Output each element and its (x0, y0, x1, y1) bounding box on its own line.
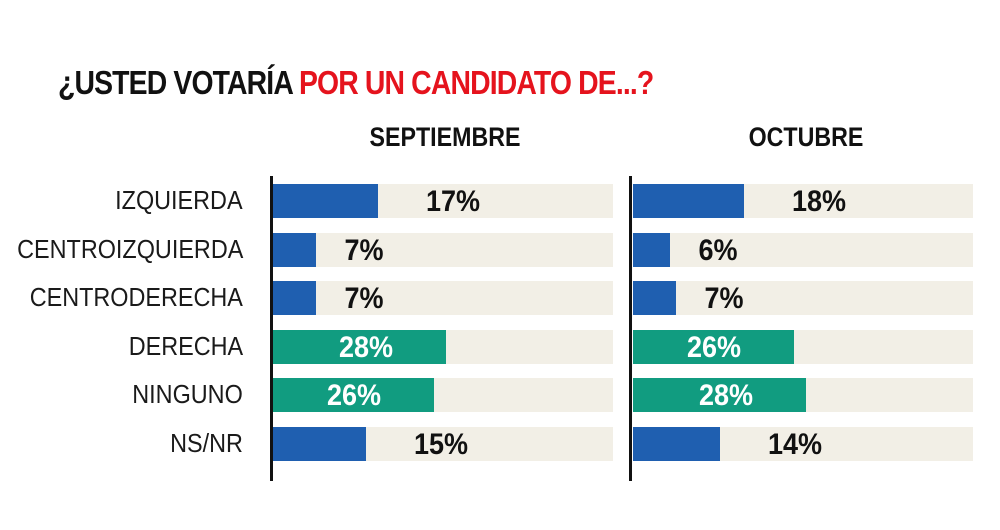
axis-line (270, 176, 273, 481)
series-title-octubre: OCTUBRE (748, 122, 864, 152)
data-label: 6% (698, 233, 738, 267)
bar-track: 7% (273, 281, 613, 315)
series-title-septiembre: SEPTIEMBRE (369, 122, 521, 152)
bar (273, 232, 317, 267)
data-label: 7% (344, 282, 384, 315)
data-label: 17% (426, 185, 481, 218)
data-label: 18% (792, 185, 847, 218)
category-label: NINGUNO (132, 379, 243, 409)
data-label: 28% (339, 330, 394, 364)
category-label: DERECHA (128, 330, 243, 361)
bar-track: 28% (633, 378, 973, 412)
bar-track: 28% (273, 329, 613, 364)
bar (273, 329, 447, 364)
data-label: 26% (326, 379, 381, 412)
axis-line (629, 176, 632, 481)
bar (633, 184, 745, 218)
bar-track: 14% (633, 426, 973, 461)
chart-title-part1: ¿USTED VOTARÍA (58, 64, 299, 101)
bar-track: 18% (633, 184, 973, 218)
bar-track: 7% (633, 281, 973, 315)
data-label: 15% (413, 427, 468, 461)
bar (273, 378, 434, 412)
data-label: 14% (767, 427, 822, 461)
bar-track: 6% (633, 232, 973, 267)
bar-track: 17% (273, 184, 613, 218)
bar (273, 184, 379, 218)
data-label: 7% (344, 233, 384, 267)
bar (633, 426, 720, 461)
bar (633, 232, 671, 267)
bar (633, 378, 807, 412)
data-label: 26% (686, 330, 741, 364)
bar (273, 281, 317, 315)
category-label: NS/NR (170, 427, 243, 458)
bar-track: 26% (633, 329, 973, 364)
data-label: 7% (704, 282, 744, 315)
bar-track: 26% (273, 378, 613, 412)
bar (633, 281, 677, 315)
chart-title: ¿USTED VOTARÍA POR UN CANDIDATO DE...? (58, 64, 654, 102)
bar-track: 15% (273, 426, 613, 461)
bar (273, 426, 366, 461)
category-label: CENTROIZQUIERDA (16, 233, 243, 264)
category-label: IZQUIERDA (115, 185, 243, 215)
category-label: CENTRODERECHA (29, 282, 243, 312)
chart-title-part2: POR UN CANDIDATO DE...? (298, 64, 654, 101)
bar-track: 7% (273, 232, 613, 267)
bar (633, 329, 794, 364)
data-label: 28% (699, 379, 754, 412)
